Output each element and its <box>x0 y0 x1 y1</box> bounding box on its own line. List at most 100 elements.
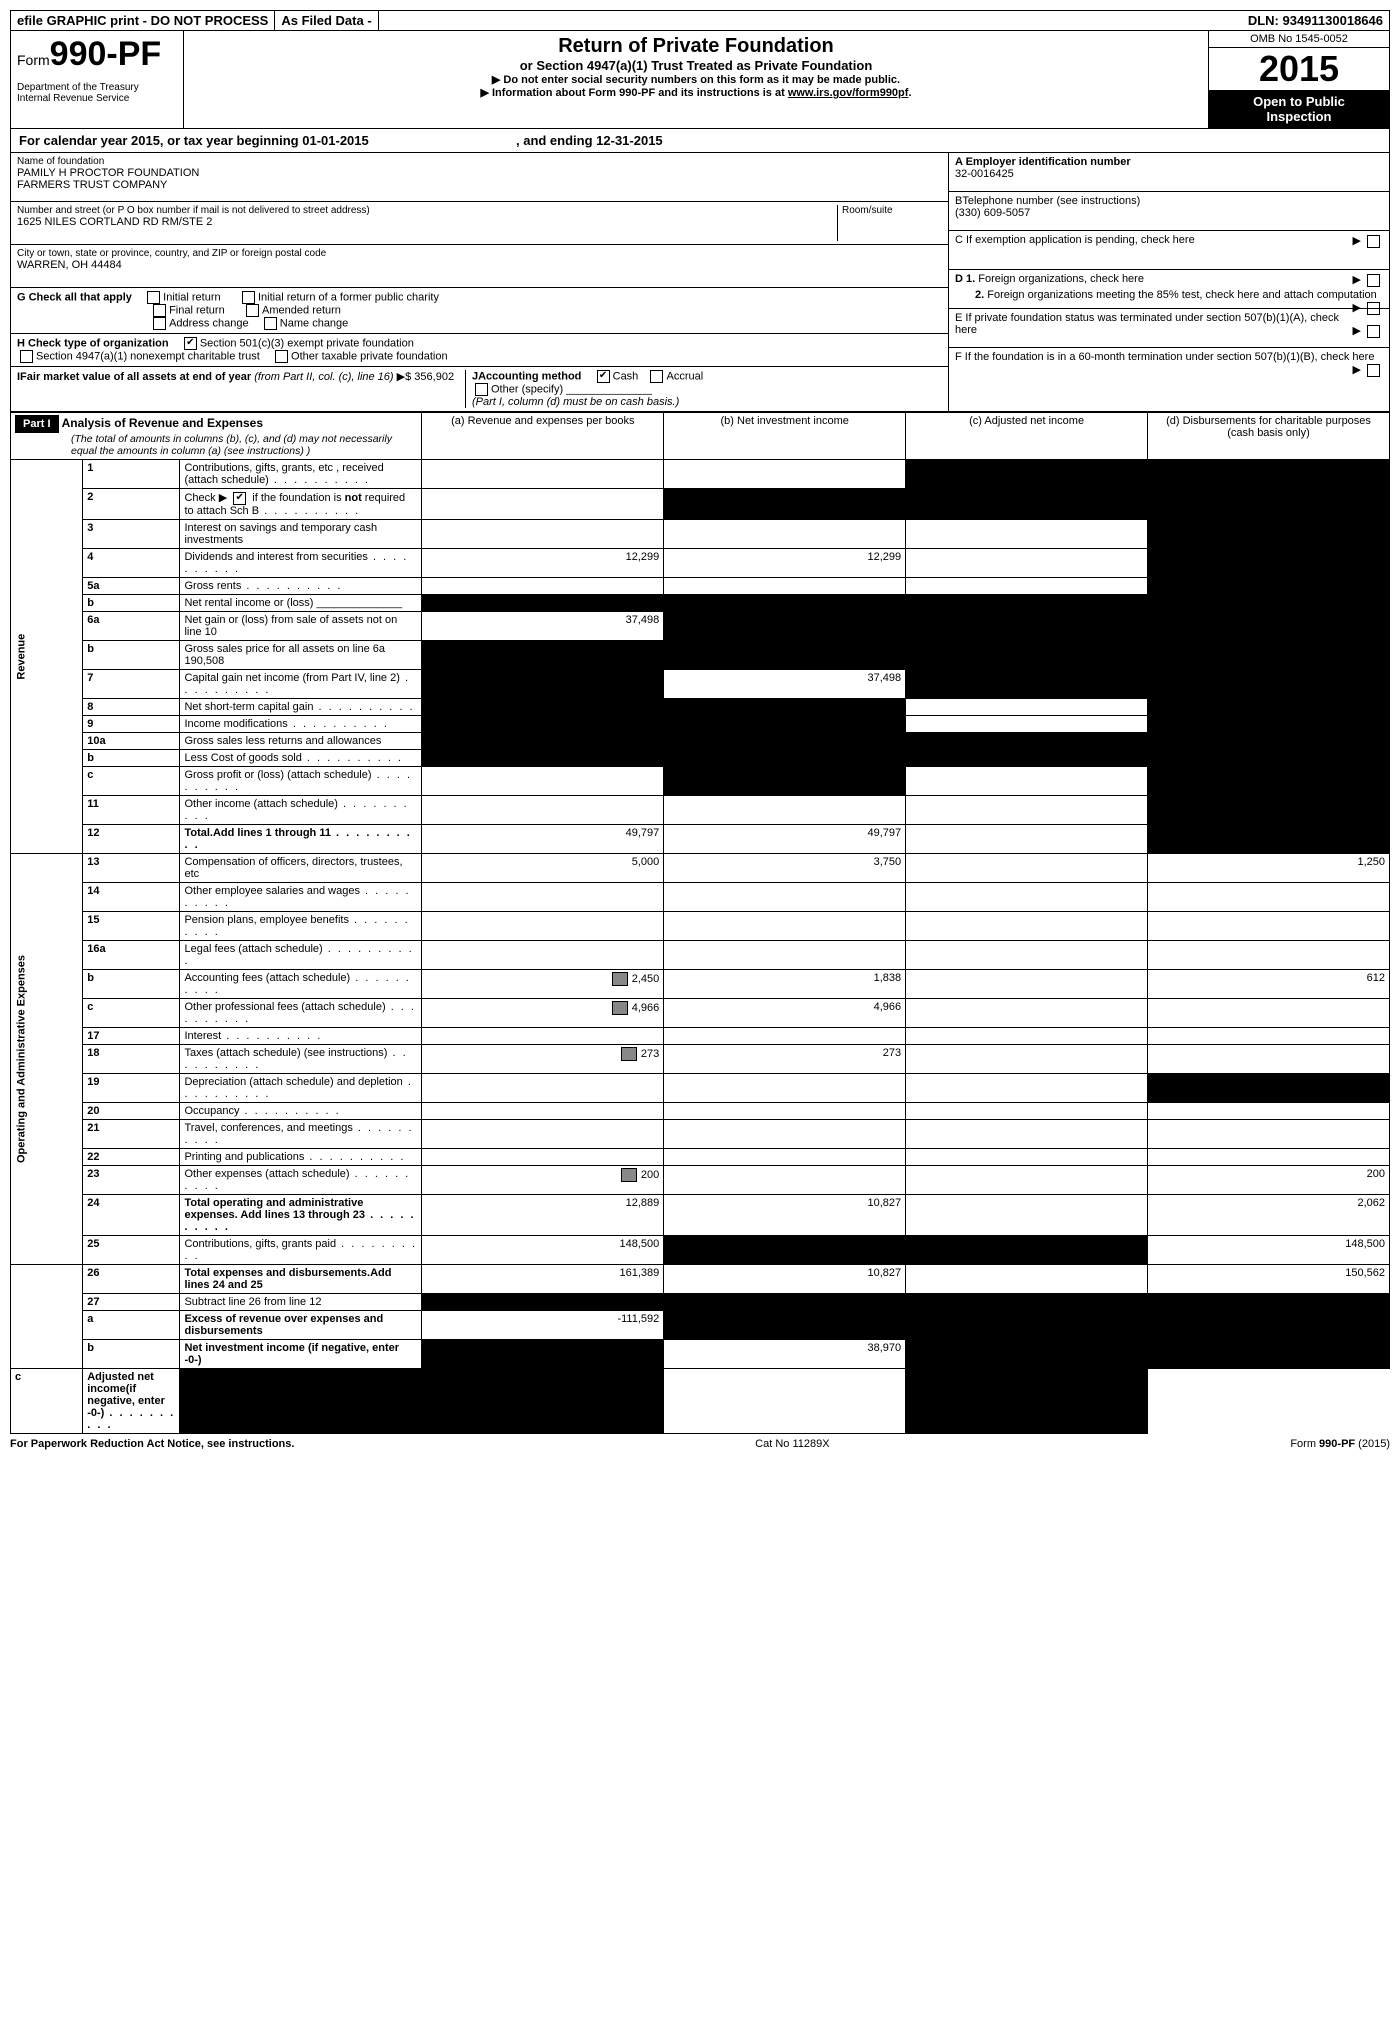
table-row: 17 Interest <box>11 1027 1390 1044</box>
section-d1-label: Foreign organizations, check here <box>978 273 1144 285</box>
table-row: 8 Net short-term capital gain <box>11 698 1390 715</box>
checkbox-foreign-org[interactable] <box>1367 274 1380 287</box>
checkbox-status-terminated[interactable] <box>1367 325 1380 338</box>
checkbox-amended[interactable] <box>246 304 259 317</box>
line-number: 10a <box>83 732 180 749</box>
table-row: Operating and Administrative Expenses 13… <box>11 853 1390 882</box>
cell-value <box>906 1165 1148 1194</box>
checkbox-exemption-pending[interactable] <box>1367 235 1380 248</box>
col-a-value <box>422 911 664 940</box>
line-number: 23 <box>83 1165 180 1194</box>
checkbox-4947[interactable] <box>20 350 33 363</box>
line-description: Interest on savings and temporary cash i… <box>180 519 422 548</box>
cell-value: 10,827 <box>664 1264 906 1293</box>
info-link-line: Information about Form 990-PF and its in… <box>190 86 1202 99</box>
line-number: 13 <box>83 853 180 882</box>
cell-value <box>1148 1027 1390 1044</box>
col-a-value: 148,500 <box>422 1235 664 1264</box>
part1-title: Analysis of Revenue and Expenses <box>62 416 263 430</box>
line-number: 24 <box>83 1194 180 1235</box>
line-description: Less Cost of goods sold <box>180 749 422 766</box>
col-a-value: 12,299 <box>422 548 664 577</box>
checkbox-cash[interactable] <box>597 370 610 383</box>
checkbox-name-change[interactable] <box>264 317 277 330</box>
attachment-icon[interactable] <box>621 1047 637 1061</box>
cell-value <box>1148 940 1390 969</box>
checkbox-final-return[interactable] <box>153 304 166 317</box>
line-description: Total operating and administrative expen… <box>180 1194 422 1235</box>
section-h-label: H Check type of organization <box>17 337 169 349</box>
line-number: 20 <box>83 1102 180 1119</box>
checkbox-initial-return[interactable] <box>147 291 160 304</box>
table-row: 27 Subtract line 26 from line 12 <box>11 1293 1390 1310</box>
attachment-icon[interactable] <box>621 1168 637 1182</box>
calendar-year-row: For calendar year 2015, or tax year begi… <box>10 129 1390 153</box>
col-a-value: 5,000 <box>422 853 664 882</box>
cell-value <box>664 1165 906 1194</box>
checkbox-501c3[interactable] <box>184 337 197 350</box>
checkbox-sch-b[interactable] <box>233 492 246 505</box>
form-ref: Form 990-PF (2015) <box>1290 1438 1390 1450</box>
cell-value: 38,970 <box>664 1339 906 1368</box>
form-number: 990-PF <box>50 35 162 73</box>
line-description: Contributions, gifts, grants paid <box>180 1235 422 1264</box>
line-number: 7 <box>83 669 180 698</box>
line-description: Other income (attach schedule) <box>180 795 422 824</box>
col-a-value <box>422 1148 664 1165</box>
table-row: 20 Occupancy <box>11 1102 1390 1119</box>
table-row: 2 Check ▶ if the foundation is not requi… <box>11 489 1390 520</box>
form-header: Form990-PF Department of the Treasury In… <box>10 31 1390 129</box>
checkbox-accrual[interactable] <box>650 370 663 383</box>
line-description: Net rental income or (loss) ____________… <box>180 594 422 611</box>
line-description: Other expenses (attach schedule) <box>180 1165 422 1194</box>
checkbox-other-taxable[interactable] <box>275 350 288 363</box>
col-a-value: 273 <box>422 1044 664 1073</box>
line-number: 18 <box>83 1044 180 1073</box>
checkbox-other-method[interactable] <box>475 383 488 396</box>
table-row: c Other professional fees (attach schedu… <box>11 998 1390 1027</box>
attachment-icon[interactable] <box>612 1001 628 1015</box>
form-subtitle: or Section 4947(a)(1) Trust Treated as P… <box>190 58 1202 73</box>
table-row: 12 Total.Add lines 1 through 11 49,797 4… <box>11 824 1390 853</box>
cell-value: 200 <box>1148 1165 1390 1194</box>
cell-value <box>906 969 1148 998</box>
cell-value <box>906 1102 1148 1119</box>
cell-value <box>906 1119 1148 1148</box>
table-row: b Net investment income (if negative, en… <box>11 1339 1390 1368</box>
efile-notice: efile GRAPHIC print - DO NOT PROCESS <box>11 11 275 30</box>
section-i-label: IFair market value of all assets at end … <box>17 371 254 383</box>
col-d-header: (d) Disbursements for charitable purpose… <box>1148 413 1390 460</box>
part1-badge: Part I <box>15 415 59 433</box>
cell-value <box>664 1148 906 1165</box>
foundation-info: Name of foundation PAMILY H PROCTOR FOUN… <box>10 153 1390 412</box>
line-number: 27 <box>83 1293 180 1310</box>
cell-value <box>664 460 906 489</box>
checkbox-85pct[interactable] <box>1367 302 1380 315</box>
checkbox-initial-former[interactable] <box>242 291 255 304</box>
section-e-label: E If private foundation status was termi… <box>955 312 1339 336</box>
cell-value <box>664 519 906 548</box>
checkbox-60month[interactable] <box>1367 364 1380 377</box>
table-row: b Net rental income or (loss) __________… <box>11 594 1390 611</box>
cell-value <box>1148 1044 1390 1073</box>
col-b-header: (b) Net investment income <box>664 413 906 460</box>
cell-value <box>906 998 1148 1027</box>
attachment-icon[interactable] <box>612 972 628 986</box>
line-number: b <box>83 1339 180 1368</box>
checkbox-address-change[interactable] <box>153 317 166 330</box>
cell-value: 10,827 <box>664 1194 906 1235</box>
table-row: 7 Capital gain net income (from Part IV,… <box>11 669 1390 698</box>
col-a-value <box>422 882 664 911</box>
line-number: 14 <box>83 882 180 911</box>
table-row: 6a Net gain or (loss) from sale of asset… <box>11 611 1390 640</box>
col-c-header: (c) Adjusted net income <box>906 413 1148 460</box>
irs-link[interactable]: www.irs.gov/form990pf <box>788 87 909 99</box>
table-row: 14 Other employee salaries and wages <box>11 882 1390 911</box>
cell-value <box>906 548 1148 577</box>
dept-treasury: Department of the Treasury <box>17 82 177 93</box>
dln: DLN: 93491130018646 <box>1242 11 1389 30</box>
line-description: Excess of revenue over expenses and disb… <box>180 1310 422 1339</box>
street-address: 1625 NILES CORTLAND RD RM/STE 2 <box>17 216 837 228</box>
cell-value <box>906 824 1148 853</box>
line-description: Pension plans, employee benefits <box>180 911 422 940</box>
